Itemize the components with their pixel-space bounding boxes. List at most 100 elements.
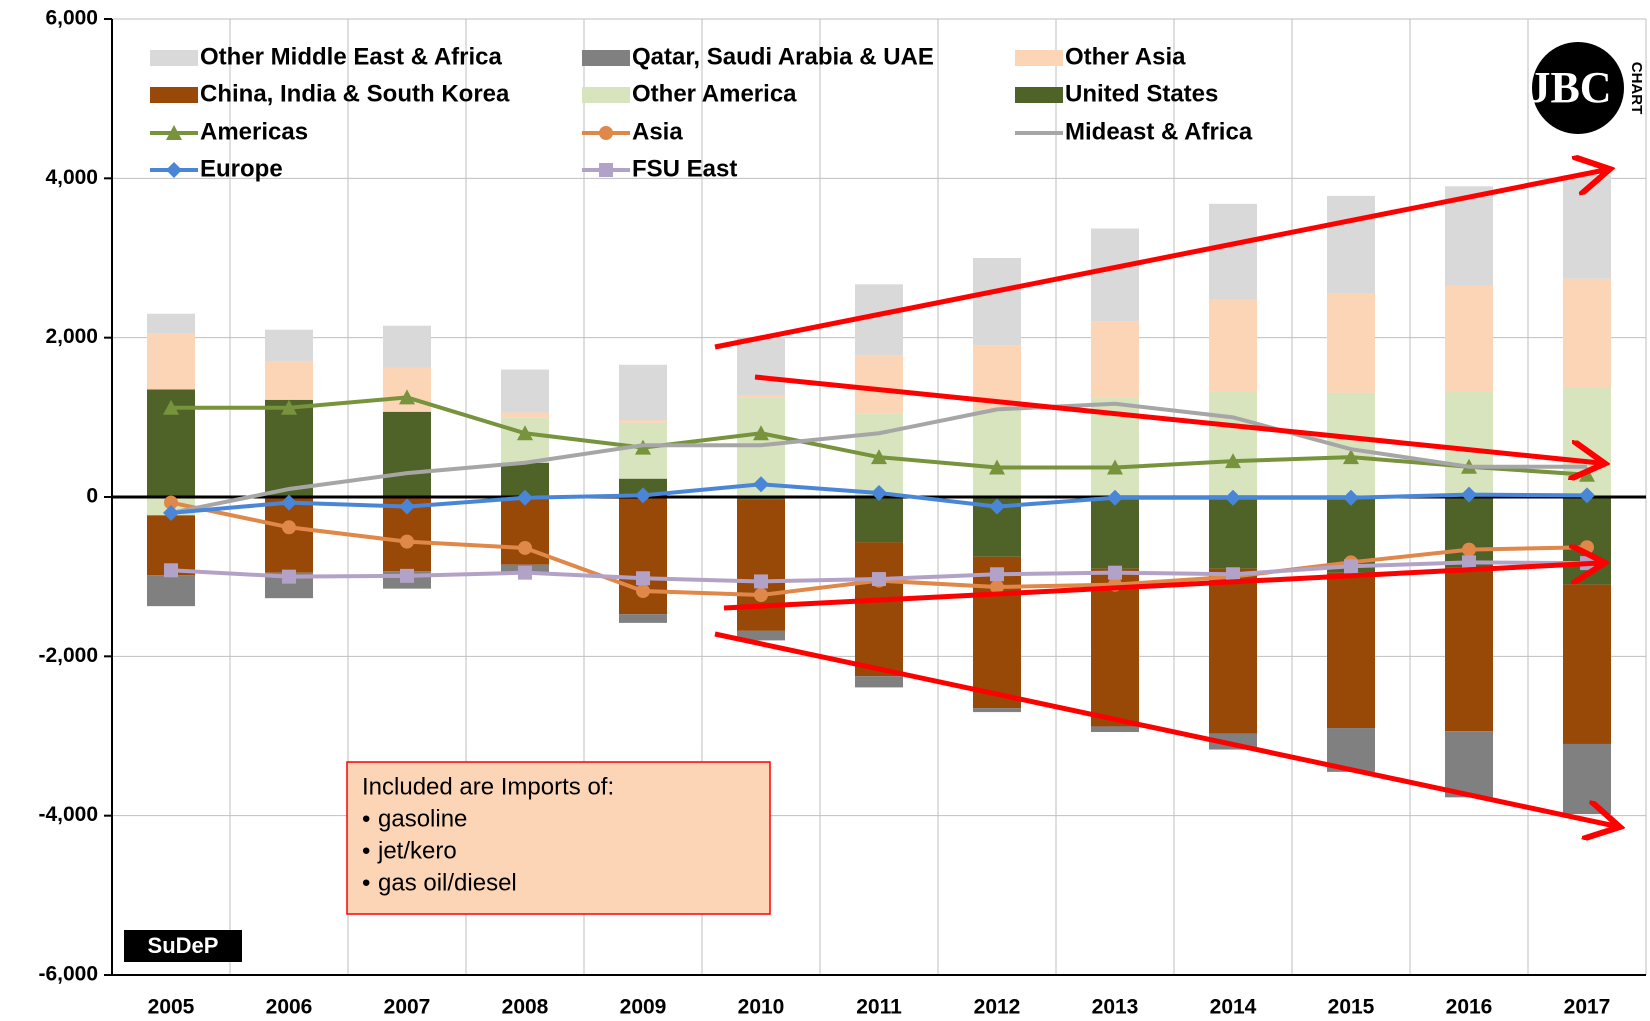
bar-segment [855, 497, 903, 543]
line-marker [399, 498, 415, 515]
trend-arrows [714, 170, 1615, 826]
bar-segment [1209, 391, 1257, 497]
bar-segment [1091, 568, 1139, 727]
legend-swatch [1015, 87, 1063, 103]
bar-segment [619, 420, 667, 423]
legend-label: FSU East [632, 155, 737, 182]
bar-segment [1209, 203, 1257, 300]
line-marker [1226, 567, 1240, 582]
bar-segment [383, 411, 431, 497]
bar-segment [1209, 299, 1257, 392]
bar-segment [737, 499, 785, 631]
line-marker [1343, 449, 1359, 465]
line-marker [754, 574, 768, 589]
bar-segment [1091, 497, 1139, 569]
bar-segment [737, 395, 785, 398]
bar-segment [1091, 321, 1139, 398]
line-marker [753, 425, 769, 441]
source-logo-background [124, 930, 242, 962]
line-marker [1107, 459, 1123, 475]
source-logo: SuDeP [124, 930, 242, 962]
line-marker [163, 504, 179, 521]
bar-segment [1563, 743, 1611, 815]
bar-segment [855, 676, 903, 688]
bar-segment [1209, 497, 1257, 569]
legend-label: China, India & South Korea [200, 80, 510, 107]
line-marker [1225, 453, 1241, 469]
bar-segment [973, 258, 1021, 346]
y-tick-label: 0 [86, 485, 98, 508]
line-marker [599, 163, 613, 177]
bar-segment [147, 333, 195, 390]
line-marker [1108, 565, 1122, 580]
annotation-bullet: • [362, 837, 370, 864]
bar-segment [855, 355, 903, 414]
x-tick-label: 2011 [856, 996, 902, 1019]
x-tick-label: 2014 [1210, 996, 1257, 1019]
bar-segment [1445, 731, 1493, 798]
bar-segment [1445, 186, 1493, 286]
line-marker [1579, 487, 1595, 504]
line-marker [635, 487, 651, 504]
legend-label: United States [1065, 80, 1218, 107]
bar-segment [973, 708, 1021, 713]
legend-label: Americas [200, 118, 308, 145]
line-marker [282, 569, 296, 584]
annotation-bullet: • [362, 869, 370, 896]
line-marker [518, 540, 532, 555]
x-tick-label: 2007 [384, 996, 431, 1019]
legend-swatch [150, 50, 198, 66]
line-marker [989, 459, 1005, 475]
line-marker [166, 162, 182, 178]
bars [112, 175, 1646, 815]
legend-label: Mideast & Africa [1065, 118, 1253, 145]
bar-segment [1563, 278, 1611, 388]
line-marker [872, 572, 886, 587]
legend: Other Middle East & Africa Qatar, Saudi A… [150, 43, 1253, 182]
bar-segment [265, 399, 313, 497]
line-marker [281, 494, 297, 511]
x-tick-label: 2016 [1446, 996, 1493, 1019]
line-marker [1107, 489, 1123, 506]
line-marker [599, 126, 613, 140]
x-tick-label: 2010 [738, 996, 785, 1019]
legend-label: Other Middle East & Africa [200, 43, 502, 70]
trend-arrow [723, 563, 1600, 611]
source-logo-text: SuDeP [148, 933, 219, 958]
legend-swatch [1015, 50, 1063, 66]
line-marker [989, 498, 1005, 515]
bar-segment [1563, 584, 1611, 744]
lines [163, 389, 1595, 602]
line-marker [1343, 489, 1359, 506]
y-tick-label: -6,000 [38, 963, 98, 986]
annotation-item: gas oil/diesel [378, 869, 517, 896]
annotation-bullet: • [362, 805, 370, 832]
logo-text: CHART [1628, 62, 1645, 115]
bar-segment [265, 329, 313, 362]
trend-arrow [714, 170, 1605, 350]
trend-arrow [714, 631, 1615, 826]
x-tick-label: 2015 [1328, 996, 1375, 1019]
legend-swatch [582, 87, 630, 103]
legend-label: Asia [632, 118, 683, 145]
legend-label: Other Asia [1065, 43, 1186, 70]
line-marker [400, 568, 414, 583]
bar-segment [1445, 567, 1493, 732]
y-tick-label: 6,000 [45, 7, 98, 30]
line-marker [166, 125, 182, 140]
annotation-item: gasoline [378, 805, 467, 832]
logo-letters: JBC [1528, 63, 1611, 112]
line-marker [281, 399, 297, 415]
bar-segment [619, 364, 667, 421]
bar-segment [619, 614, 667, 623]
bar-segment [147, 575, 195, 607]
series-line [170, 401, 1587, 515]
line-marker [871, 449, 887, 465]
line-marker [990, 580, 1004, 595]
bar-segment [1563, 175, 1611, 279]
line-marker [400, 534, 414, 549]
y-tick-label: 2,000 [45, 325, 98, 348]
x-tick-label: 2008 [502, 996, 549, 1019]
bar-segment [737, 630, 785, 641]
